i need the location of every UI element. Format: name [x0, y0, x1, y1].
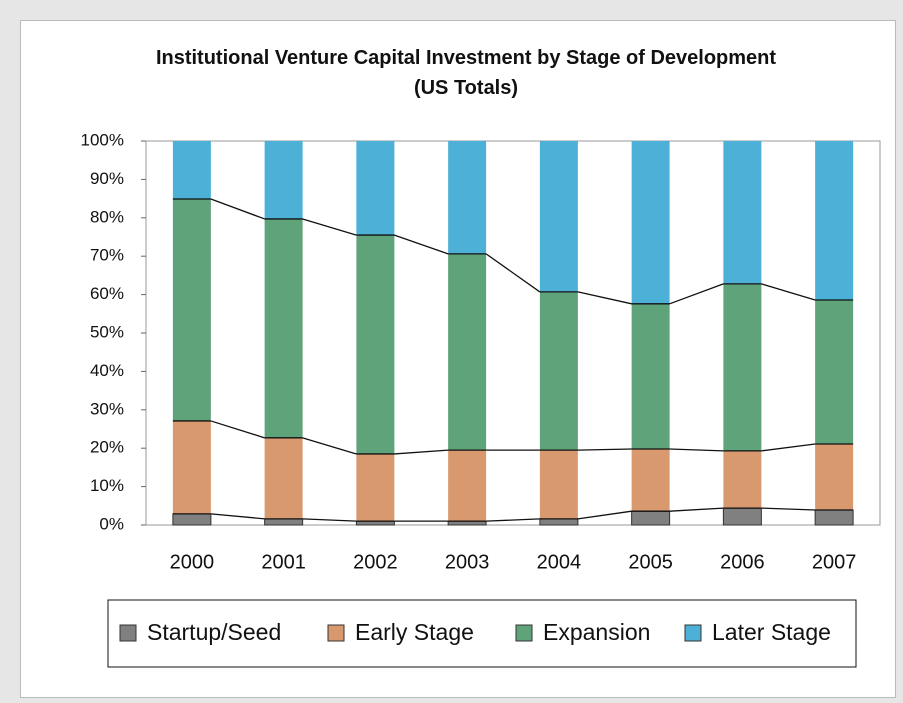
- legend-box: [107, 599, 857, 668]
- bar-segment: [172, 420, 211, 514]
- y-tick-label: 40%: [90, 361, 124, 380]
- bar-segment: [172, 141, 211, 199]
- x-tick-label: 2001: [261, 551, 306, 573]
- series-line: [210, 198, 265, 220]
- x-tick-label: 2000: [170, 551, 215, 573]
- bar-segment: [722, 507, 762, 526]
- bar-segment: [631, 510, 671, 526]
- series-line: [577, 448, 632, 451]
- x-tick-label: 2006: [720, 551, 765, 573]
- bar-segment: [356, 235, 395, 454]
- y-tick-label: 90%: [90, 169, 124, 188]
- series-line: [302, 518, 357, 522]
- y-tick-label: 50%: [90, 322, 124, 341]
- legend-swatch: [119, 624, 137, 642]
- bar-segment: [723, 283, 762, 451]
- x-tick-label: 2005: [628, 551, 673, 573]
- bar-segment: [539, 518, 579, 526]
- bar-segment: [448, 450, 487, 522]
- series-line: [669, 283, 724, 305]
- bar-segment: [814, 509, 854, 526]
- x-tick-label: 2004: [537, 551, 582, 573]
- series-line: [486, 518, 540, 522]
- bar-segment: [815, 443, 854, 511]
- bar-segment: [172, 513, 212, 526]
- y-tick-label: 10%: [90, 476, 124, 495]
- series-line: [761, 507, 816, 511]
- bar-segment: [448, 141, 487, 254]
- bar-segment: [815, 299, 854, 444]
- legend-label: Startup/Seed: [147, 619, 281, 645]
- legend-swatch: [684, 624, 702, 642]
- bar-segment: [539, 141, 578, 292]
- y-tick-label: 80%: [90, 207, 124, 226]
- bar-segment: [539, 291, 578, 451]
- legend-label: Early Stage: [355, 619, 474, 645]
- y-tick-label: 60%: [90, 284, 124, 303]
- series-line: [669, 507, 724, 512]
- bar-segment: [631, 303, 670, 449]
- legend-label: Later Stage: [712, 619, 831, 645]
- y-tick-label: 0%: [99, 514, 124, 533]
- x-tick-label: 2007: [812, 551, 857, 573]
- bar-segment: [264, 141, 303, 219]
- bar-segment: [631, 141, 670, 304]
- bar-segment: [264, 218, 303, 438]
- series-line: [394, 449, 449, 455]
- legend-swatch: [515, 624, 533, 642]
- series-line: [577, 510, 632, 520]
- bar-segment: [172, 198, 211, 421]
- bar-segment: [264, 437, 303, 519]
- legend-swatch: [327, 624, 345, 642]
- series-line: [485, 253, 541, 293]
- bar-segment: [448, 253, 487, 451]
- bar-segment: [723, 450, 762, 509]
- series-line: [577, 291, 632, 305]
- series-line: [302, 218, 357, 236]
- x-tick-label: 2002: [353, 551, 398, 573]
- series-line: [669, 448, 724, 452]
- x-tick-label: 2003: [445, 551, 490, 573]
- series-line: [210, 420, 265, 439]
- bar-segment: [264, 518, 304, 526]
- bar-segment: [356, 141, 395, 236]
- series-line: [302, 437, 357, 455]
- plot-area: [145, 140, 881, 526]
- chart-title: Institutional Venture Capital Investment…: [155, 47, 777, 99]
- series-line: [394, 234, 449, 255]
- series-line: [761, 283, 816, 301]
- y-tick-label: 100%: [81, 130, 124, 149]
- y-tick-label: 70%: [90, 246, 124, 265]
- bar-segment: [815, 141, 854, 300]
- y-tick-label: 20%: [90, 438, 124, 457]
- bar-segment: [723, 141, 762, 284]
- bar-segment: [356, 453, 395, 522]
- series-line: [761, 443, 816, 452]
- bar-segment: [539, 450, 578, 519]
- legend-label: Expansion: [543, 619, 650, 645]
- series-line: [210, 513, 265, 520]
- y-tick-label: 30%: [90, 399, 124, 418]
- bar-segment: [631, 448, 670, 512]
